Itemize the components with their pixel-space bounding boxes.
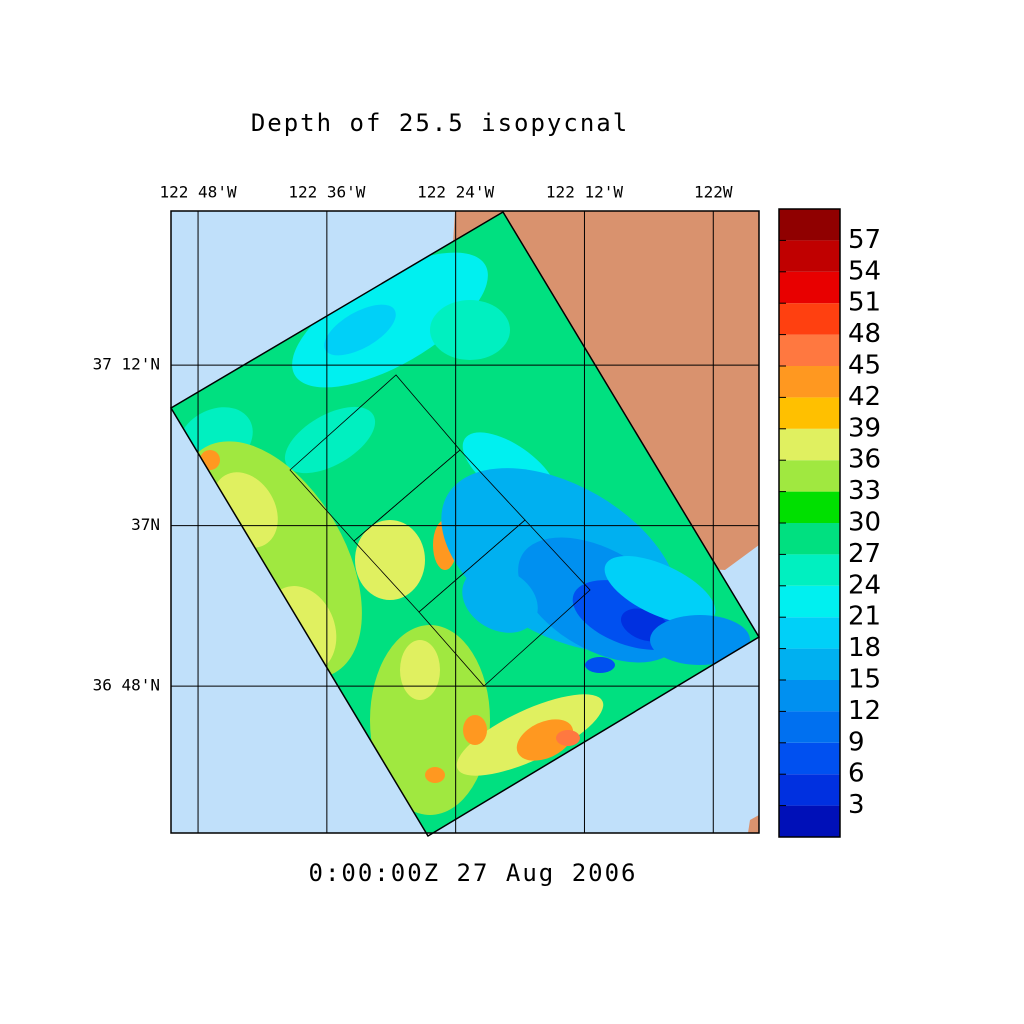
colorbar-segment (779, 271, 840, 304)
colorbar-label: 3 (848, 790, 865, 820)
colorbar-frame (778, 208, 841, 838)
field-patch (400, 640, 440, 700)
colorbar-label: 6 (848, 759, 865, 789)
field-patch (462, 567, 538, 633)
colorbar-label: 18 (848, 633, 881, 663)
colorbar-segment (779, 805, 840, 837)
timestamp: 0:00:00Z 27 Aug 2006 (309, 859, 638, 887)
colorbar-label: 15 (848, 665, 881, 695)
field-patch (556, 730, 580, 746)
lon-label: 122 24'W (417, 183, 494, 202)
colorbar-segment (779, 209, 840, 241)
colorbar-segment (779, 334, 840, 366)
field-patch (425, 767, 445, 783)
colorbar-label: 12 (848, 696, 881, 726)
colorbar-label: 48 (848, 319, 881, 349)
colorbar-label: 42 (848, 382, 881, 412)
title: Depth of 25.5 isopycnal (251, 109, 629, 137)
lat-label: 37N (131, 515, 160, 534)
field-patch (430, 300, 510, 360)
lon-label: 122 36'W (288, 183, 365, 202)
inner-boxes (289, 374, 591, 687)
colorbar-label: 30 (848, 508, 881, 538)
colorbar-label: 24 (848, 570, 881, 600)
colorbar-segment (779, 680, 840, 712)
lat-label: 36 48'N (93, 676, 160, 695)
colorbar-segment (779, 397, 840, 429)
colorbar-segment (779, 428, 840, 461)
colorbar-segment (779, 303, 840, 335)
colorbar-label: 39 (848, 413, 881, 443)
field-patch (516, 719, 574, 761)
colorbar-segment (779, 711, 840, 743)
colorbar-label: 54 (848, 256, 881, 286)
lat-label: 37 12'N (93, 355, 160, 374)
colorbar-label: 27 (848, 539, 881, 569)
colorbar-segment (779, 585, 840, 618)
field-patch (284, 406, 376, 474)
lon-label: 122 12'W (546, 183, 623, 202)
colorbar-label: 9 (848, 727, 865, 757)
colorbar-segment (779, 523, 840, 555)
lon-label: 122 48'W (160, 183, 237, 202)
field-patch (585, 657, 615, 673)
colorbar-label: 51 (848, 288, 881, 318)
colorbar-label: 45 (848, 351, 881, 381)
lon-label: 122W (694, 183, 733, 202)
field-patch (604, 555, 716, 625)
colorbar-label: 21 (848, 602, 881, 632)
colorbar-segment (779, 460, 840, 492)
colorbar-segment (779, 366, 840, 398)
colorbar-label: 36 (848, 445, 881, 475)
colorbar (779, 209, 840, 837)
field-patch (650, 615, 750, 665)
map-frame (170, 210, 760, 834)
colorbar-segment (779, 648, 840, 680)
colorbar-segment (779, 554, 840, 586)
colorbar-label: 57 (848, 225, 881, 255)
colorbar-segment (779, 742, 840, 775)
graticule (171, 211, 759, 833)
colorbar-label: 33 (848, 476, 881, 506)
field-patch (324, 304, 396, 356)
colorbar-segment (779, 240, 840, 272)
field-patch (463, 715, 487, 745)
colorbar-segment (779, 617, 840, 649)
colorbar-segment (779, 491, 840, 523)
colorbar-segment (779, 774, 840, 806)
field-patch (355, 520, 425, 600)
